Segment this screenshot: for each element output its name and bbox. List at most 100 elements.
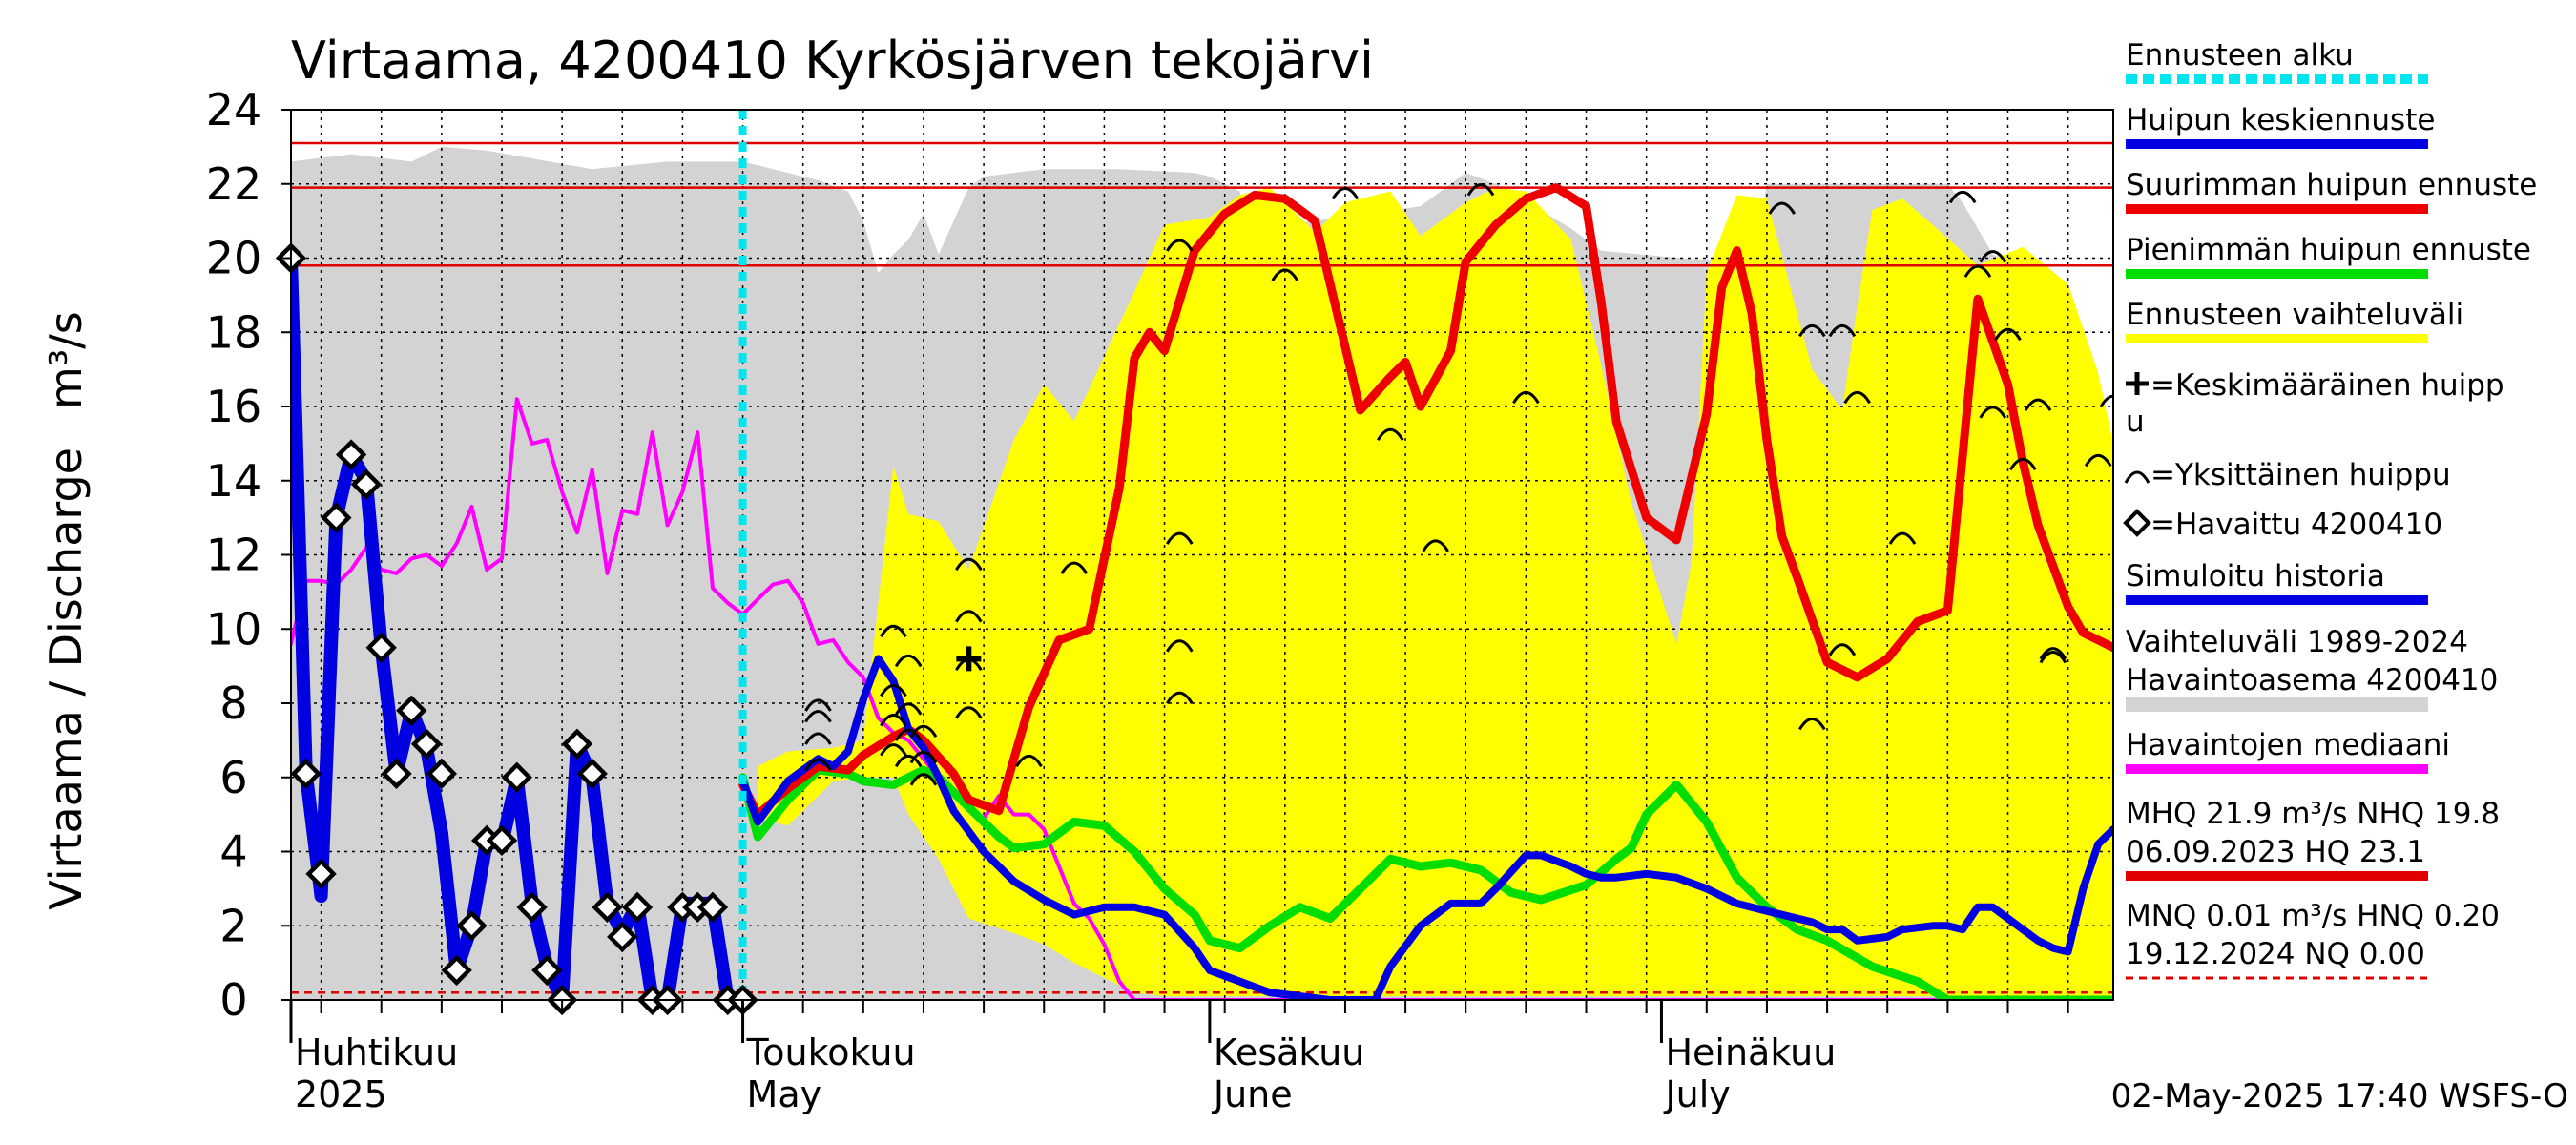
observed-point (381, 758, 412, 790)
single-peak-marker (2099, 394, 2113, 408)
legend-item-2: Huipun keskiennuste (2126, 103, 2435, 149)
single-peak-marker (1166, 639, 1194, 653)
single-peak-marker (894, 702, 923, 716)
observed-point (290, 758, 322, 790)
single-peak-marker (880, 624, 907, 638)
month-label-fi: Kesäkuu (1214, 1031, 1365, 1073)
legend-label: MHQ 21.9 m³/s NHQ 19.8 (2126, 797, 2500, 831)
single-peak-marker (804, 732, 832, 745)
single-peak-marker (1331, 187, 1360, 200)
observed-point (456, 910, 488, 942)
single-peak-marker (909, 724, 938, 739)
legend-label: =Yksittäinen huippu (2150, 458, 2451, 492)
single-peak-marker (1843, 390, 1871, 405)
footer-timestamp: 02-May-2025 17:40 WSFS-O (2111, 1077, 2568, 1115)
legend-item-4: Pienimmän huipun ennuste (2126, 233, 2531, 279)
plot-area (291, 110, 2113, 1000)
single-peak-marker (1979, 250, 2007, 263)
single-peak-marker (2084, 453, 2112, 468)
single-peak-marker (1166, 531, 1194, 545)
legend-label-2: 06.09.2023 HQ 23.1 (2126, 835, 2425, 869)
legend-label: Simuloitu historia (2126, 559, 2385, 593)
legend-item-5: Ennusteen vaihteluväli (2126, 298, 2463, 344)
y-tick-label: 6 (219, 752, 247, 803)
legend-diamond-icon (2123, 509, 2151, 537)
month-label-fi: Heinäkuu (1665, 1031, 1836, 1073)
observed-point (350, 468, 383, 500)
legend-item-3: Suurimman huipun ennuste (2126, 168, 2537, 214)
legend-item-6: =Keskimääräinen huippu (2126, 368, 2504, 439)
observed-point (321, 502, 352, 533)
observed-point (441, 954, 472, 987)
y-tick-label: 12 (206, 530, 262, 581)
median-line (291, 397, 2113, 1000)
single-peak-marker (1963, 264, 1992, 278)
single-peak-marker (1994, 327, 2022, 342)
y-tick-label: 4 (219, 826, 247, 878)
observed-point (621, 891, 654, 923)
legend-label-2: u (2126, 405, 2145, 439)
legend-item-8: =Havaittu 4200410 (2123, 508, 2442, 542)
single-peak-marker (909, 773, 938, 786)
single-peak-marker (1166, 691, 1194, 705)
y-tick-label: 24 (206, 84, 262, 135)
y-tick-label: 22 (206, 158, 262, 210)
single-peak-marker (894, 654, 923, 668)
legend-item-12: MHQ 21.9 m³/s NHQ 19.8 06.09.2023 HQ 23.1 (2126, 797, 2500, 881)
legend-label-2: 19.12.2024 NQ 0.00 (2126, 937, 2425, 971)
max-peak-forecast-line (738, 183, 2113, 820)
single-peak-marker (1888, 531, 1917, 545)
y-tick-label: 18 (206, 306, 262, 358)
single-peak-marker (2024, 398, 2052, 411)
single-peak-marker (804, 698, 832, 712)
single-peak-marker (1798, 717, 1826, 731)
single-peak-marker (2039, 650, 2067, 664)
month-label-fi: Huhtikuu (295, 1031, 458, 1073)
legend-label: Vaihteluväli 1989-2024 (2126, 625, 2468, 659)
single-peak-marker (804, 758, 832, 771)
legend-label: MNQ 0.01 m³/s HNQ 0.20 (2126, 899, 2500, 933)
single-peak-marker (1466, 183, 1495, 197)
single-peak-marker (1377, 427, 1404, 442)
single-peak-marker (804, 710, 832, 723)
legend-arc-icon (2124, 470, 2150, 484)
legend-label: Havaintojen mediaani (2126, 728, 2450, 762)
legend-label: =Keskimääräinen huipp (2150, 368, 2504, 403)
observed-point (335, 439, 367, 470)
single-peak-marker (1768, 201, 1797, 215)
single-peak-marker (1798, 323, 1826, 338)
single-peak-marker (909, 750, 938, 764)
legend-item-9: Simuloitu historia (2126, 559, 2428, 605)
month-label-en: May (747, 1073, 822, 1115)
single-peak-marker (1271, 268, 1299, 281)
single-peak-marker (955, 706, 983, 719)
forecast-range-band (758, 187, 2113, 997)
single-peak-marker (1828, 323, 1857, 338)
y-axis-label: Virtaama / Dischargem³/s (40, 311, 92, 909)
legend-label: Suurimman huipun ennuste (2126, 168, 2537, 202)
month-label-en: July (1663, 1073, 1730, 1115)
month-label-fi: Toukokuu (746, 1031, 916, 1073)
y-tick-label: 20 (206, 233, 262, 284)
observed-point (486, 824, 518, 857)
y-tick-label: 2 (219, 900, 247, 951)
legend-plus-icon (2126, 372, 2149, 395)
y-tick-label: 14 (206, 455, 262, 507)
observed-point (426, 758, 458, 790)
legend-item-7: =Yksittäinen huippu (2124, 458, 2451, 492)
y-tick-label: 16 (206, 381, 262, 432)
single-peak-marker (955, 610, 983, 623)
single-peak-marker (1015, 754, 1043, 768)
observed-point (531, 954, 563, 987)
single-peak-marker (1060, 561, 1089, 574)
single-peak-marker (894, 728, 923, 741)
month-label-en: 2025 (295, 1073, 387, 1115)
single-peak-marker (1166, 239, 1194, 252)
single-peak-marker (894, 754, 923, 768)
y-tick-label: 0 (219, 974, 247, 1026)
legend-label: Ennusteen vaihteluväli (2126, 298, 2463, 332)
observed-point (561, 728, 593, 760)
chart-title: Virtaama, 4200410 Kyrkösjärven tekojärvi (291, 31, 1374, 91)
observed-point (607, 921, 638, 953)
